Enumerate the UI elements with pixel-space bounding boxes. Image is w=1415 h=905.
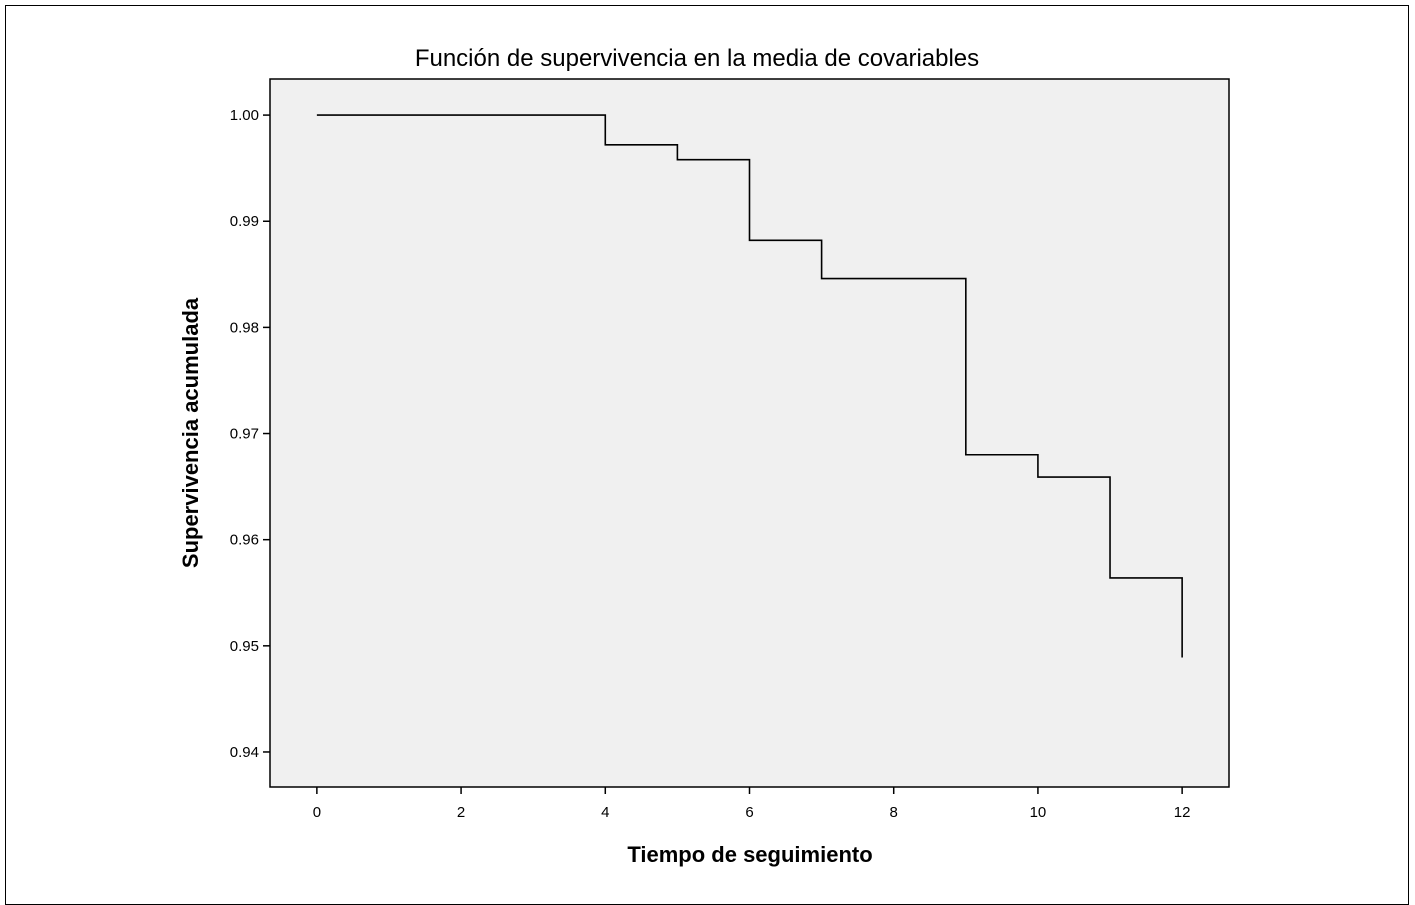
x-tick-label: 6 — [745, 804, 753, 821]
chart-title: Función de supervivencia en la media de … — [415, 45, 979, 72]
x-tick-label: 8 — [890, 804, 898, 821]
y-axis: 0.94 0.95 0.96 0.97 0.98 0.99 1.00 — [230, 107, 270, 761]
y-axis-title: Supervivencia acumulada — [178, 297, 203, 568]
y-tick-label: 1.00 — [230, 107, 259, 124]
x-tick-label: 4 — [601, 804, 609, 821]
x-tick-label: 2 — [457, 804, 465, 821]
y-tick-label: 0.99 — [230, 213, 259, 230]
y-tick-label: 0.97 — [230, 426, 259, 443]
y-tick-label: 0.95 — [230, 638, 259, 655]
x-tick-label: 12 — [1174, 804, 1191, 821]
y-tick-label: 0.96 — [230, 532, 259, 549]
survival-step-line — [316, 114, 1183, 658]
y-tick-label: 0.94 — [230, 744, 259, 761]
x-axis-title: Tiempo de seguimiento — [627, 842, 872, 867]
y-tick-label: 0.98 — [230, 319, 259, 336]
x-tick-label: 10 — [1030, 804, 1047, 821]
x-axis: 0 2 4 6 8 10 12 — [313, 787, 1191, 821]
x-tick-label: 0 — [313, 804, 321, 821]
